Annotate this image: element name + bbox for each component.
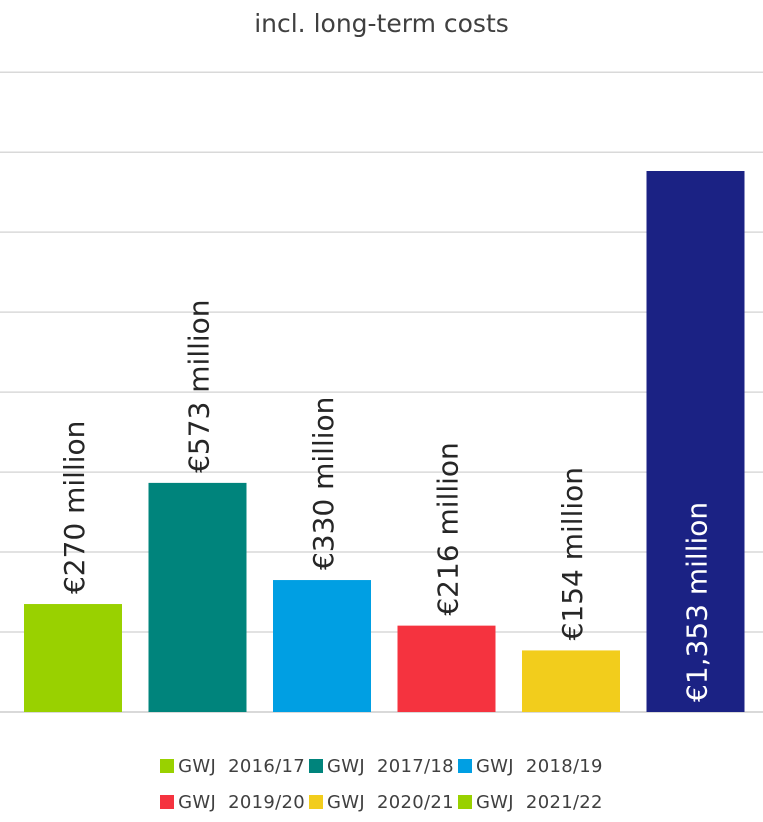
- legend-label: GWJ 2016/17: [178, 755, 306, 777]
- bar: [522, 650, 620, 712]
- bar: [24, 604, 122, 712]
- data-label: €270 million: [58, 421, 91, 594]
- data-label: €216 million: [432, 442, 465, 615]
- legend-item: GWJ 2020/21: [309, 792, 454, 813]
- legend-swatch: [457, 795, 472, 809]
- legend-swatch: [160, 795, 175, 809]
- legend-swatch: [309, 759, 324, 773]
- bar: [273, 580, 371, 712]
- data-label: €1,353 million: [681, 502, 714, 702]
- bar: [397, 625, 496, 712]
- legend-label: GWJ 2018/19: [475, 755, 603, 777]
- legend-item: GWJ 2017/18: [309, 756, 454, 777]
- legend-swatch: [160, 759, 175, 773]
- legend-item: GWJ 2019/20: [160, 792, 305, 813]
- data-label: €330 million: [307, 397, 340, 570]
- legend-swatch: [309, 795, 324, 809]
- legend-label: GWJ 2021/22: [475, 791, 603, 813]
- legend-row-2: GWJ 2019/20 GWJ 2020/21 GWJ 2021/22: [0, 784, 763, 820]
- legend-label: GWJ 2017/18: [327, 755, 454, 777]
- legend-swatch: [457, 759, 472, 773]
- legend-label: GWJ 2020/21: [327, 791, 454, 813]
- data-label: €154 million: [556, 467, 589, 640]
- legend-item: GWJ 2016/17: [160, 756, 305, 777]
- bar: [148, 482, 247, 712]
- legend-item: GWJ 2018/19: [457, 755, 603, 777]
- legend-row-1: GWJ 2016/17 GWJ 2017/18 GWJ 2018/19: [0, 748, 763, 784]
- bar-chart: €270 million €573 million €330 million €216…: [0, 71, 763, 713]
- chart-title: incl. long-term costs: [254, 9, 509, 38]
- legend-item: GWJ 2021/22: [457, 791, 603, 813]
- chart-legend: GWJ 2016/17 GWJ 2017/18 GWJ 2018/19 GWJ 20…: [0, 748, 763, 820]
- data-label: €573 million: [183, 299, 216, 472]
- legend-label: GWJ 2019/20: [178, 791, 306, 813]
- bar: [646, 171, 745, 712]
